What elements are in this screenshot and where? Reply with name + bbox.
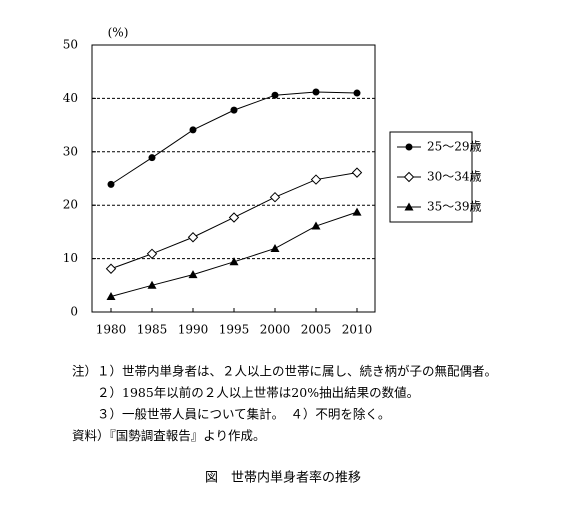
- marker: [228, 212, 240, 223]
- marker: [189, 126, 197, 134]
- marker: [310, 174, 322, 185]
- marker: [351, 167, 363, 178]
- marker: [105, 263, 117, 274]
- marker: [230, 106, 238, 114]
- legend-label: 25～29歳: [427, 140, 482, 154]
- marker: [188, 270, 198, 279]
- marker: [311, 221, 321, 230]
- marker: [405, 143, 413, 151]
- marker: [404, 202, 414, 211]
- marker: [271, 91, 279, 99]
- x-tick-label: 1980: [96, 323, 127, 337]
- marker: [353, 89, 361, 97]
- y-tick-label: 50: [63, 38, 78, 52]
- marker: [107, 180, 115, 188]
- y-tick-label: 10: [63, 251, 78, 265]
- note: ３）一般世帯人員について集計。 ４）不明を除く。: [72, 407, 390, 422]
- marker: [146, 248, 158, 260]
- y-tick-label: 20: [63, 198, 78, 212]
- y-axis-label: (%): [108, 26, 129, 40]
- marker: [352, 207, 362, 216]
- y-tick-label: 0: [70, 305, 78, 319]
- x-tick-label: 1985: [137, 323, 168, 337]
- note: 資料）『国勢調査報告』より作成。: [72, 428, 266, 443]
- legend-label: 35～39歳: [427, 200, 482, 214]
- marker: [403, 171, 415, 183]
- marker: [187, 232, 199, 243]
- y-tick-label: 40: [63, 91, 78, 105]
- marker: [106, 292, 116, 301]
- marker: [270, 243, 280, 252]
- marker: [229, 257, 239, 266]
- x-tick-label: 1990: [178, 323, 209, 337]
- note: 注）１）世帯内単身者は、２人以上の世帯に属し、続き柄が子の無配偶者。: [72, 364, 497, 379]
- x-tick-label: 2010: [342, 323, 373, 337]
- legend-label: 30～34歳: [427, 170, 482, 184]
- note: ２）1985年以前の２人以上世帯は20%抽出結果の数値。: [72, 385, 419, 400]
- marker: [148, 154, 156, 162]
- x-tick-label: 2000: [260, 323, 291, 337]
- plot-frame: [91, 44, 376, 313]
- y-tick-label: 30: [63, 144, 78, 158]
- marker: [312, 88, 320, 96]
- x-tick-label: 2005: [301, 323, 332, 337]
- legend-box: [389, 131, 473, 223]
- chart-title: 図 世帯内単身者率の推移: [205, 470, 361, 486]
- x-tick-label: 1995: [219, 323, 250, 337]
- marker: [147, 280, 157, 289]
- marker: [269, 191, 281, 203]
- series-line: [110, 91, 358, 185]
